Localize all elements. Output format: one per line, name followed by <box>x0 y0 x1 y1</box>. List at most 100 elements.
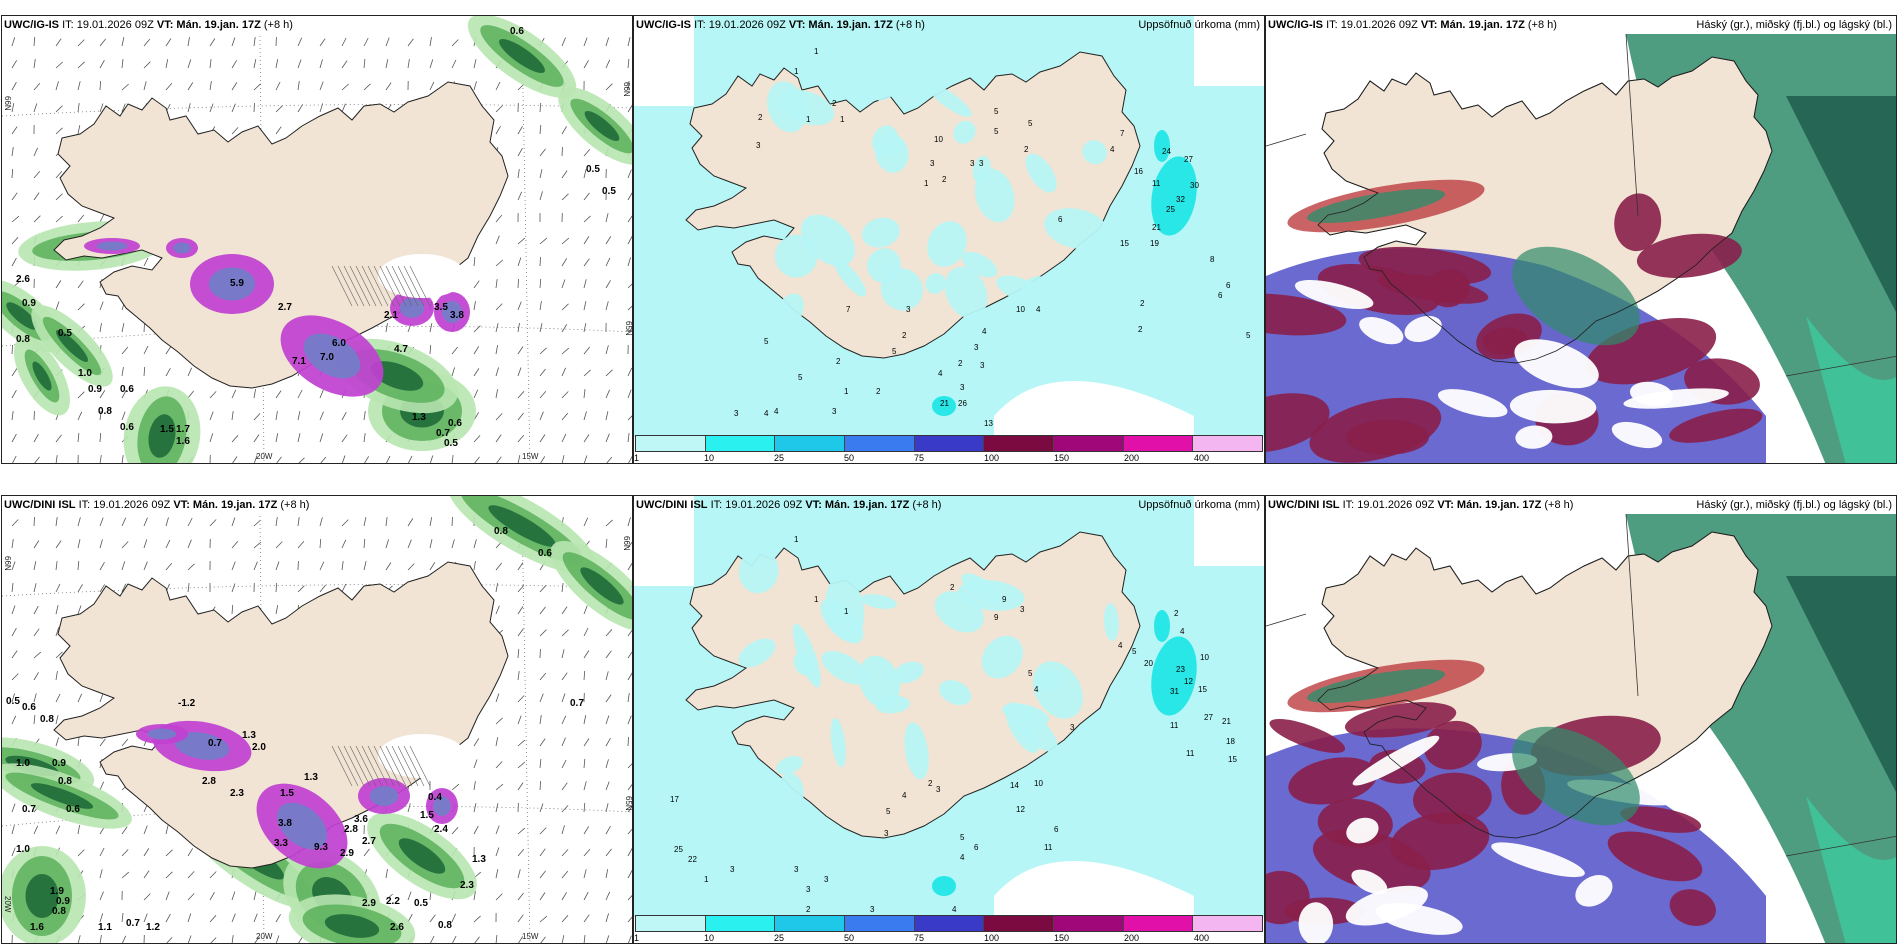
wind-barb <box>474 936 480 943</box>
no-precip-area <box>994 861 1194 917</box>
wind-barb <box>561 126 567 135</box>
hatch-line <box>397 265 419 307</box>
wind-barb <box>473 368 480 377</box>
precip-patch <box>872 125 899 157</box>
wind-barb <box>583 738 590 747</box>
wind-barb <box>561 391 569 399</box>
wind-barb <box>561 892 567 901</box>
wind-barb <box>517 323 520 333</box>
wind-barb <box>143 517 148 527</box>
wind-barb <box>583 389 586 399</box>
wind-barb <box>11 37 16 47</box>
wind-barb <box>583 781 587 791</box>
wind-barb <box>276 456 282 463</box>
value-label: 0.7 <box>126 918 140 929</box>
wind-barb <box>539 870 546 879</box>
hatch-line <box>379 745 401 787</box>
value-label: 5 <box>892 347 897 356</box>
wind-barb <box>517 434 525 443</box>
wind-barb <box>495 389 498 399</box>
low-cloud-patch <box>1309 397 1442 463</box>
wind-barb <box>55 280 62 289</box>
value-label: 5 <box>994 107 999 116</box>
wind-barb <box>605 345 609 355</box>
value-label: 0.9 <box>52 758 66 769</box>
wind-barb <box>11 344 13 355</box>
wind-barb <box>165 871 173 879</box>
value-label: 0.6 <box>22 702 36 713</box>
wind-barb <box>605 236 612 245</box>
wind-barb <box>11 693 15 703</box>
wind-barb <box>605 803 609 813</box>
panel-header: UWC/IG-IS IT: 19.01.2026 09Z VT: Mán. 19… <box>4 19 293 31</box>
wind-barb <box>99 562 105 571</box>
graticule-line <box>1625 513 1639 697</box>
wind-barb <box>605 411 609 421</box>
wind-barb <box>385 539 389 549</box>
wind-barb <box>473 781 476 791</box>
panel-header: UWC/DINI ISL IT: 19.01.2026 09Z VT: Mán.… <box>4 499 310 511</box>
precip-patch <box>777 773 804 812</box>
wind-barb <box>11 257 17 267</box>
colorbar-swatch <box>984 436 1055 451</box>
wind-barb <box>495 737 499 747</box>
wind-barb <box>583 236 590 245</box>
colorbar-label: 200 <box>1124 933 1140 943</box>
wind-barb <box>121 346 129 355</box>
wind-barb <box>165 562 173 571</box>
wind-barb <box>165 346 172 355</box>
value-label: 3 <box>980 361 985 370</box>
hatch-line <box>403 265 425 307</box>
value-label: 1.0 <box>78 368 92 379</box>
wind-barb <box>187 367 192 377</box>
wind-barb <box>275 561 280 571</box>
wind-barb <box>583 715 587 725</box>
value-label: 5.9 <box>230 278 244 289</box>
wind-barb <box>209 519 217 527</box>
value-label: 0.7 <box>22 804 36 815</box>
wind-barb <box>165 849 173 857</box>
wind-barb <box>121 583 127 593</box>
wind-barb <box>583 670 586 681</box>
precip-patch <box>1103 603 1119 641</box>
wind-barb <box>11 561 16 571</box>
value-label: 2 <box>928 779 933 788</box>
value-label: 3 <box>960 383 965 392</box>
wind-barb <box>495 847 500 857</box>
wind-barb <box>231 540 239 549</box>
wind-barb <box>517 148 523 157</box>
value-label: 0.8 <box>40 714 54 725</box>
wind-barb <box>627 869 632 879</box>
wind-barb <box>605 433 610 443</box>
colorbar-label: 25 <box>774 453 785 463</box>
cloud-cover-map <box>1266 496 1896 943</box>
value-label: 1.7 <box>176 424 190 435</box>
precip-band-core <box>398 838 446 874</box>
wind-barb <box>297 389 303 399</box>
wind-barb <box>55 301 60 311</box>
wind-barb <box>143 913 148 923</box>
wind-barb <box>495 934 498 943</box>
value-label: 10 <box>1200 653 1209 662</box>
wind-barb <box>605 913 609 923</box>
wind-barb <box>561 693 566 703</box>
wind-barb <box>583 455 588 463</box>
wind-barb <box>297 540 305 549</box>
graticule-line <box>1785 835 1896 857</box>
colorbar-swatch <box>1123 436 1194 451</box>
wind-barb <box>121 738 129 747</box>
hatch-line <box>409 745 431 787</box>
wind-barb <box>517 739 526 747</box>
value-label: 6 <box>1054 825 1059 834</box>
wind-barb <box>451 516 453 527</box>
wind-barb <box>319 561 325 571</box>
wind-barb <box>583 323 587 333</box>
wind-barb <box>539 585 547 593</box>
clear-patch <box>1575 875 1613 907</box>
value-label: 0.9 <box>56 896 70 907</box>
wind-barb <box>165 913 171 923</box>
value-label: 4 <box>938 369 943 378</box>
value-label: 4 <box>960 853 965 862</box>
wind-barb <box>33 170 41 179</box>
wind-barb <box>539 278 542 289</box>
